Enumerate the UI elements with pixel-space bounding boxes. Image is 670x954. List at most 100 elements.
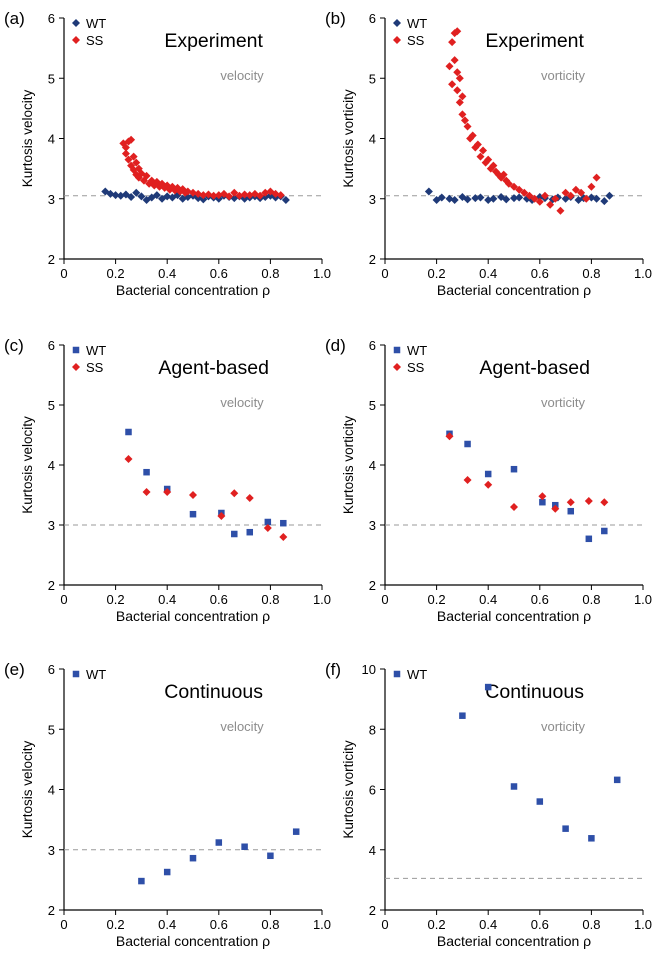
legend-marker-wt (72, 19, 80, 27)
data-point-ss (453, 86, 462, 95)
y-tick-label: 5 (48, 722, 55, 737)
data-point-ss (458, 110, 467, 119)
data-point-ss (556, 206, 565, 215)
x-tick-label: 0.6 (210, 266, 228, 281)
data-point-wt (280, 519, 287, 527)
panel-b: 0 0.2 0.4 0.6 0.8 1.0 2 3 4 5 6 Bacterial concentra… (325, 9, 652, 298)
data-point-wt (163, 868, 171, 876)
data-point-ss (142, 488, 151, 496)
data-point-wt (231, 530, 238, 538)
x-tick-label: 0.8 (582, 592, 600, 607)
x-tick-label: 0.2 (107, 917, 125, 932)
x-tick-label: 1.0 (313, 266, 331, 281)
panel-letter: (c) (4, 336, 24, 355)
y-tick-label: 6 (369, 11, 376, 26)
panel-title: Agent-based (158, 357, 269, 379)
data-point-ss (525, 191, 534, 200)
data-point-ss (450, 56, 459, 65)
panel-e: 0 0.2 0.4 0.6 0.8 1.0 2 3 4 5 6 Bacterial concentra… (4, 660, 331, 949)
data-point-ss (256, 191, 265, 200)
data-point-ss (584, 497, 593, 505)
x-tick-label: 0.6 (531, 266, 549, 281)
data-point-wt (613, 776, 621, 784)
x-tick-label: 0.4 (479, 266, 497, 281)
data-point-ss (127, 135, 136, 144)
data-point-wt (450, 195, 459, 204)
data-point-ss (455, 74, 464, 83)
data-point-ss (510, 182, 518, 191)
y-tick-label: 5 (48, 398, 55, 413)
y-tick-label: 3 (48, 843, 55, 858)
data-point-ss (453, 68, 462, 77)
data-point-ss (530, 194, 539, 203)
data-point-wt (515, 193, 524, 202)
data-point-ss (538, 492, 547, 501)
y-tick-label: 4 (48, 132, 55, 147)
data-point-wt (502, 195, 511, 204)
data-point-wt (246, 528, 254, 536)
x-tick-label: 0 (60, 917, 67, 932)
data-point-ss (250, 189, 259, 198)
x-tick-label: 0.6 (210, 917, 228, 932)
data-point-wt (567, 507, 575, 515)
data-point-ss (577, 188, 586, 197)
data-point-ss (121, 149, 130, 158)
data-point-ss (279, 533, 288, 541)
data-point-ss (571, 185, 580, 194)
x-tick-label: 1.0 (313, 592, 331, 607)
x-tick-label: 1.0 (634, 917, 652, 932)
panel-letter: (d) (325, 336, 346, 355)
data-point-wt (437, 193, 446, 202)
data-point-wt (138, 877, 145, 885)
legend-marker-ss (72, 363, 80, 371)
data-point-ss (448, 38, 457, 47)
legend-marker-wt (72, 346, 80, 354)
y-tick-label: 2 (48, 578, 55, 593)
x-axis-label: Bacterial concentration ρ (116, 933, 270, 949)
panel-letter: (f) (325, 660, 341, 679)
x-axis-label: Bacterial concentration ρ (437, 933, 591, 949)
legend-marker-wt (393, 19, 401, 27)
data-point-ss (566, 191, 575, 200)
data-point-wt (471, 194, 480, 203)
data-point-wt (600, 197, 609, 206)
data-point-wt (199, 195, 208, 204)
data-point-wt (267, 852, 274, 860)
y-tick-label: 3 (369, 192, 376, 207)
panel-subtitle: velocity (220, 719, 264, 734)
x-tick-label: 0.8 (261, 917, 279, 932)
data-point-ss (479, 146, 488, 155)
y-tick-label: 3 (48, 192, 55, 207)
x-tick-label: 0.6 (531, 592, 549, 607)
x-tick-label: 1.0 (634, 266, 652, 281)
legend-marker-ss (72, 36, 80, 44)
data-point-ss (535, 197, 544, 206)
data-point-ss (124, 455, 133, 463)
data-point-wt (605, 191, 614, 200)
y-tick-label: 5 (48, 71, 55, 86)
panel-subtitle: vorticity (541, 68, 586, 83)
legend-label-ss: SS (86, 33, 104, 48)
panel-letter: (b) (325, 9, 346, 28)
y-axis-label: Kurtosis velocity (20, 740, 35, 838)
data-point-ss (132, 158, 141, 167)
data-point-wt (510, 783, 518, 790)
x-tick-label: 0 (381, 266, 388, 281)
data-point-wt (215, 839, 223, 846)
data-point-wt (189, 854, 197, 862)
y-tick-label: 6 (48, 338, 55, 353)
x-tick-label: 1.0 (634, 592, 652, 607)
panel-letter: (a) (4, 9, 25, 28)
legend-label-wt: WT (407, 667, 427, 682)
series-wt (424, 187, 614, 206)
data-point-wt (463, 195, 472, 204)
data-point-wt (562, 825, 569, 832)
data-point-ss (587, 182, 596, 191)
data-point-wt (111, 191, 120, 200)
y-tick-label: 2 (369, 578, 376, 593)
legend-label-wt: WT (407, 343, 427, 358)
y-tick-label: 2 (48, 252, 55, 267)
y-tick-label: 6 (369, 338, 376, 353)
y-tick-label: 3 (48, 518, 55, 533)
